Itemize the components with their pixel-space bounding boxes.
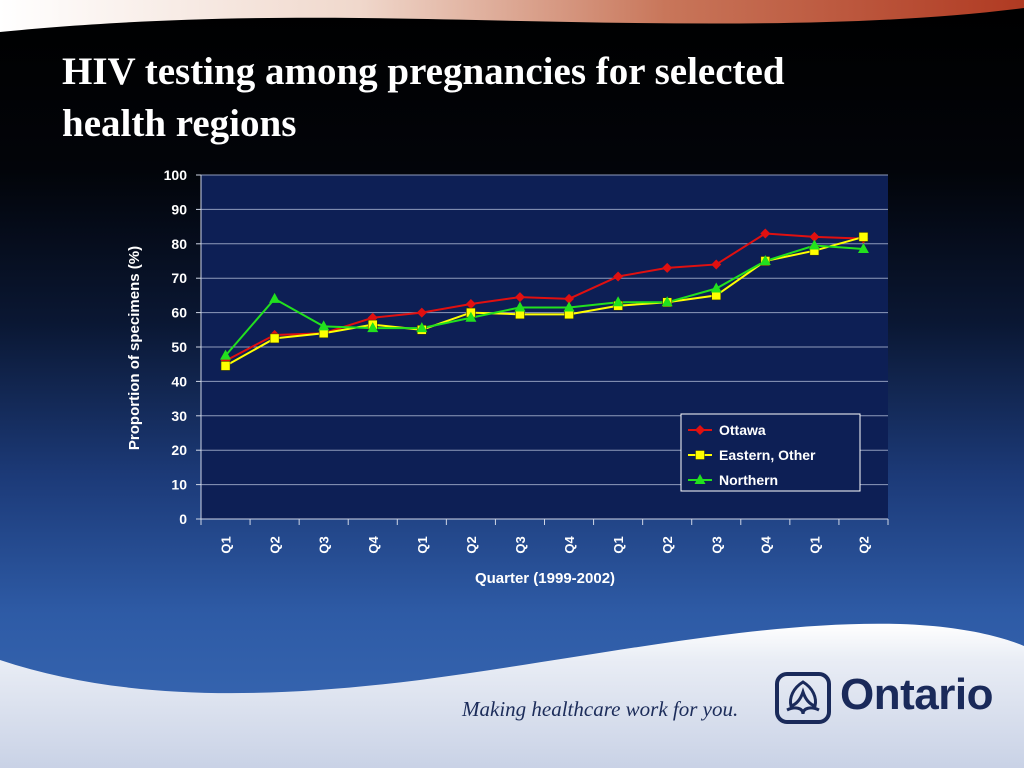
series-lines [224, 232, 864, 367]
data-point-ottawa [809, 231, 820, 242]
data-point-northern [857, 242, 869, 253]
y-tick-label: 50 [171, 339, 187, 355]
data-point-northern [759, 255, 771, 265]
x-tick-label: Q2 [464, 536, 479, 553]
series-line-ottawa [225, 232, 864, 362]
legend-label-eastern-other: Eastern, Other [719, 447, 816, 463]
y-tick-label: 90 [171, 201, 187, 217]
data-point-northern [710, 282, 722, 293]
x-tick-label: Q3 [513, 536, 528, 553]
y-axis-ticks: 0 10 20 30 40 50 60 70 80 90 100 [164, 167, 201, 527]
data-point-northern [563, 301, 575, 312]
legend-marker-ottawa [695, 425, 705, 435]
data-point-ottawa [564, 293, 575, 304]
y-tick-label: 20 [171, 442, 187, 458]
y-tick-label: 70 [171, 270, 187, 286]
data-point-northern [318, 320, 330, 331]
data-point-northern [269, 292, 281, 303]
y-tick-label: 10 [171, 477, 187, 493]
data-point-eastern-other [220, 361, 231, 371]
data-point-northern [220, 349, 232, 360]
y-tick-label: 40 [171, 373, 187, 389]
series-line-eastern-other [225, 235, 864, 367]
x-tick-label: Q3 [709, 536, 724, 553]
ontario-trillium-icon [775, 672, 831, 724]
x-tick-label: Q4 [758, 536, 773, 554]
y-tick-label: 30 [171, 408, 187, 424]
x-tick-label: Q2 [660, 536, 675, 553]
x-tick-label: Q1 [415, 536, 430, 553]
legend: Ottawa Eastern, Other Northern [680, 413, 861, 492]
data-point-ottawa [760, 228, 771, 239]
legend-marker-eastern-other [695, 450, 705, 460]
y-tick-label: 100 [164, 167, 188, 183]
x-tick-label: Q1 [219, 536, 234, 553]
y-tick-label: 60 [171, 305, 187, 321]
y-tick-label: 0 [179, 511, 187, 527]
x-axis-ticks: Q1 Q2 Q3 Q4 Q1 Q2 Q3 Q4 Q1 Q2 Q3 Q4 Q1 Q2 [200, 519, 889, 554]
legend-marker-northern [694, 474, 706, 484]
data-point-northern [416, 322, 428, 333]
y-tick-label: 80 [171, 236, 187, 252]
x-tick-label: Q4 [366, 536, 381, 554]
data-point-northern [514, 301, 526, 312]
x-tick-label: Q1 [611, 536, 626, 553]
data-point-ottawa [514, 292, 525, 303]
x-tick-label: Q4 [562, 536, 577, 554]
y-axis-title: Proportion of specimens (%) [126, 246, 143, 450]
data-point-ottawa [465, 299, 476, 309]
x-axis-title: Quarter (1999-2002) [475, 570, 615, 587]
data-point-ottawa [416, 307, 427, 318]
data-point-ottawa [662, 262, 673, 273]
series-markers [220, 228, 869, 371]
x-tick-label: Q1 [807, 536, 822, 553]
legend-label-ottawa: Ottawa [719, 422, 766, 438]
data-point-northern [465, 311, 477, 322]
brand-wordmark: Ontario [840, 670, 993, 719]
slide-title: HIV testing among pregnancies for select… [62, 50, 785, 145]
data-point-northern [367, 322, 379, 333]
x-tick-label: Q2 [856, 536, 871, 553]
bottom-wave [0, 623, 1024, 768]
x-tick-label: Q2 [268, 536, 283, 553]
data-point-northern [661, 296, 673, 307]
tagline: Making healthcare work for you. [462, 697, 739, 721]
series-line-northern [224, 244, 864, 357]
header-band [0, 0, 1024, 32]
data-point-eastern-other [269, 333, 280, 344]
data-point-ottawa [613, 271, 624, 282]
x-tick-label: Q3 [317, 536, 332, 553]
data-point-eastern-other [858, 232, 869, 242]
legend-label-northern: Northern [719, 472, 778, 488]
data-point-northern [612, 296, 624, 307]
data-point-northern [808, 239, 820, 250]
data-point-ottawa [711, 259, 722, 270]
